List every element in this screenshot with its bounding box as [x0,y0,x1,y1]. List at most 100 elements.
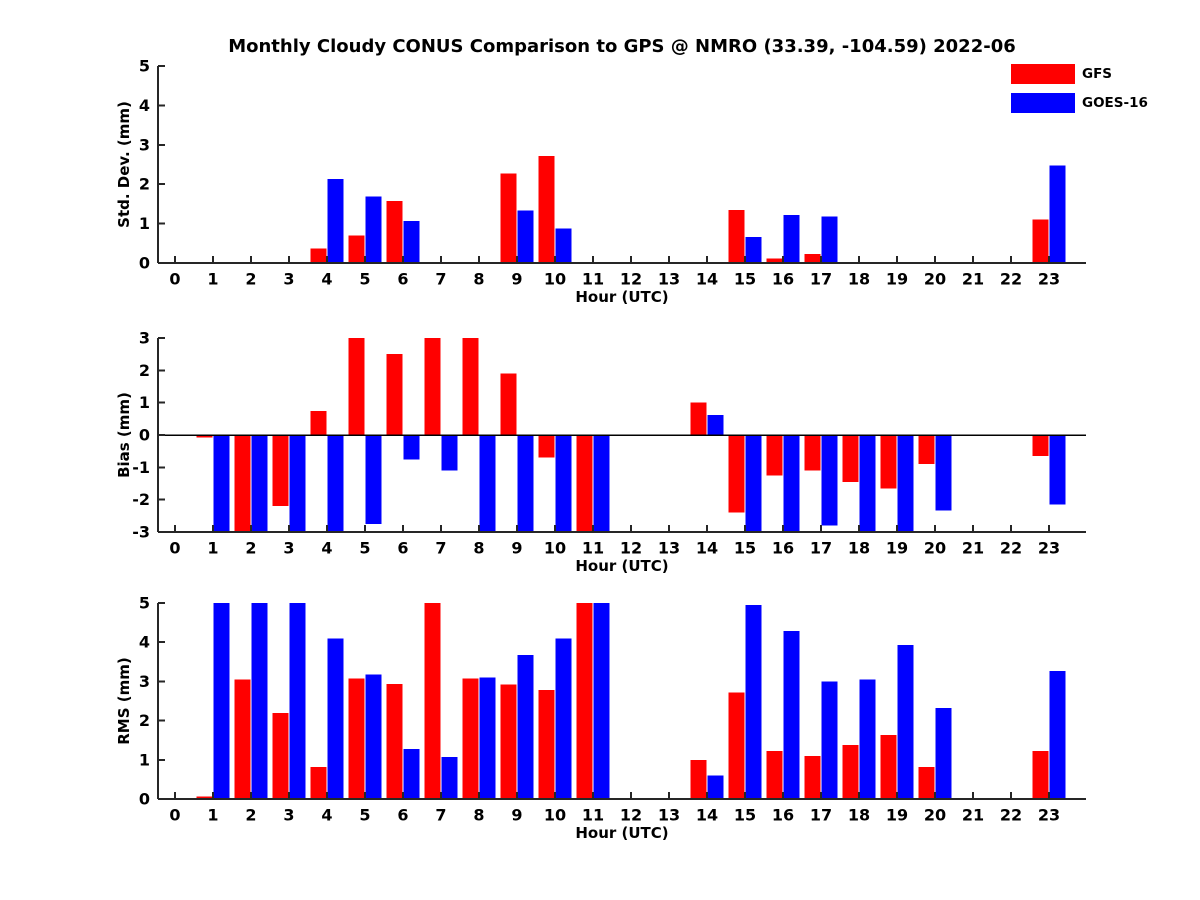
panel-std-dev-y-tick-label: 5 [139,57,150,76]
legend-label-goes-16: GOES-16 [1082,95,1148,111]
panel-rms-x-tick-label: 11 [582,806,604,825]
legend-swatch-gfs [1011,64,1075,84]
panel-bias-y-axis-label: Bias (mm) [115,392,133,478]
panel-rms-bar-goes-16-h14 [707,775,724,799]
panel-rms-y-tick-label: 4 [139,633,150,652]
panel-rms-bar-gfs-h8 [462,678,479,799]
panel-std-dev-bar-goes-16-h17 [821,216,838,263]
panel-bias-bar-gfs-h8 [462,338,479,435]
panel-bias-bar-goes-16-h6 [403,435,420,460]
panel-bias-x-tick-label: 15 [734,539,756,558]
panel-rms-bar-goes-16-h3 [289,603,306,799]
panel-rms-bar-gfs-h4 [310,766,327,799]
panel-bias-bar-goes-16-h15 [745,435,762,532]
panel-bias-bar-goes-16-h14 [707,414,724,435]
panel-bias-x-tick-label: 1 [207,539,218,558]
panel-bias-y-tick-label: -3 [132,523,150,542]
panel-std-dev-bar-goes-16-h10 [555,228,572,263]
panel-rms-bar-gfs-h19 [880,735,897,799]
panel-bias-bar-gfs-h6 [386,354,403,435]
panel-bias-x-tick-label: 21 [962,539,984,558]
panel-std-dev-x-tick-label: 15 [734,270,756,289]
panel-bias-bar-goes-16-h2 [251,435,268,532]
panel-rms-x-tick-label: 1 [207,806,218,825]
panel-std-dev-x-tick-label: 12 [620,270,642,289]
panel-std-dev-x-tick-label: 8 [473,270,484,289]
panel-bias-y-tick-label: 2 [139,361,150,380]
panel-std-dev-x-tick-label: 18 [848,270,870,289]
panel-std-dev-x-tick-label: 5 [359,270,370,289]
panel-rms-x-tick-label: 14 [696,806,718,825]
panel-std-dev-bar-gfs-h9 [500,173,517,263]
panel-std-dev-y-tick-label: 3 [139,135,150,154]
panel-bias-y-tick-label: -2 [132,490,150,509]
panel-bias-bar-gfs-h10 [538,435,555,458]
panel-std-dev-x-tick-label: 14 [696,270,718,289]
panel-rms-y-tick-label: 2 [139,711,150,730]
panel-std-dev-bar-gfs-h16 [766,258,783,263]
panel-rms-bar-gfs-h11 [576,603,593,799]
panel-rms-bar-goes-16-h7 [441,757,458,799]
panel-bias-x-tick-label: 2 [245,539,256,558]
panel-bias-bar-goes-16-h19 [897,435,914,532]
panel-bias-y-tick-label: -1 [132,458,150,477]
panel-bias-x-tick-label: 13 [658,539,680,558]
panel-rms-x-tick-label: 18 [848,806,870,825]
panel-rms-x-tick-label: 6 [397,806,408,825]
panel-bias-bar-goes-16-h9 [517,435,534,532]
panel-std-dev-y-tick-label: 1 [139,214,150,233]
panel-std-dev-bar-goes-16-h16 [783,214,800,263]
panel-rms-bar-goes-16-h9 [517,655,534,799]
panel-bias-y-tick-label: 1 [139,393,150,412]
panel-bias-bar-goes-16-h7 [441,435,458,471]
panel-bias-x-tick-label: 9 [511,539,522,558]
panel-bias-bar-gfs-h9 [500,373,517,435]
panel-rms-x-tick-label: 8 [473,806,484,825]
panel-rms-x-tick-label: 15 [734,806,756,825]
panel-std-dev-x-tick-label: 17 [810,270,832,289]
panel-std-dev-bar-gfs-h10 [538,156,555,263]
panel-bias-bar-goes-16-h17 [821,435,838,526]
panel-std-dev-x-tick-label: 4 [321,270,332,289]
panel-bias-y-tick-label: 3 [139,329,150,348]
panel-bias-bar-gfs-h3 [272,435,289,507]
panel-std-dev-x-tick-label: 22 [1000,270,1022,289]
chart-title: Monthly Cloudy CONUS Comparison to GPS @… [228,36,1016,57]
panel-rms-x-tick-label: 19 [886,806,908,825]
panel-rms-x-tick-label: 0 [169,806,180,825]
panel-bias-bar-gfs-h4 [310,410,327,435]
panel-bias-bar-gfs-h17 [804,435,821,471]
panel-rms-x-tick-label: 7 [435,806,446,825]
panel-std-dev-bar-goes-16-h15 [745,236,762,263]
panel-rms-bar-gfs-h18 [842,744,859,799]
panel-std-dev-x-tick-label: 10 [544,270,566,289]
panel-rms-x-tick-label: 22 [1000,806,1022,825]
panel-rms-x-tick-label: 4 [321,806,332,825]
panel-rms-y-tick-label: 5 [139,594,150,613]
panel-bias-bar-goes-16-h23 [1049,435,1066,505]
panel-rms-bar-gfs-h14 [690,759,707,799]
panel-std-dev-y-tick-label: 2 [139,175,150,194]
panel-rms-bar-goes-16-h16 [783,631,800,799]
panel-bias-bar-goes-16-h8 [479,435,496,532]
panel-std-dev-y-tick-label: 4 [139,96,150,115]
panel-bias-x-tick-label: 7 [435,539,446,558]
legend-swatch-goes-16 [1011,93,1075,113]
legend-label-gfs: GFS [1082,66,1113,82]
panel-rms-bar-goes-16-h15 [745,604,762,799]
panel-std-dev-x-tick-label: 2 [245,270,256,289]
panel-bias-bar-goes-16-h18 [859,435,876,532]
panel-bias-bar-gfs-h18 [842,435,859,482]
panel-std-dev-x-tick-label: 9 [511,270,522,289]
panel-std-dev-bar-gfs-h23 [1032,219,1049,263]
panel-bias-x-tick-label: 12 [620,539,642,558]
panel-std-dev-x-tick-label: 3 [283,270,294,289]
panel-std-dev-x-tick-label: 16 [772,270,794,289]
panel-std-dev-bar-goes-16-h5 [365,196,382,263]
panel-bias-x-tick-label: 5 [359,539,370,558]
panel-rms-x-tick-label: 21 [962,806,984,825]
panel-rms-bar-goes-16-h1 [213,603,230,799]
panel-bias-bar-goes-16-h10 [555,435,572,532]
panel-std-dev-bar-goes-16-h6 [403,221,420,263]
panel-bias-bar-goes-16-h11 [593,435,610,532]
